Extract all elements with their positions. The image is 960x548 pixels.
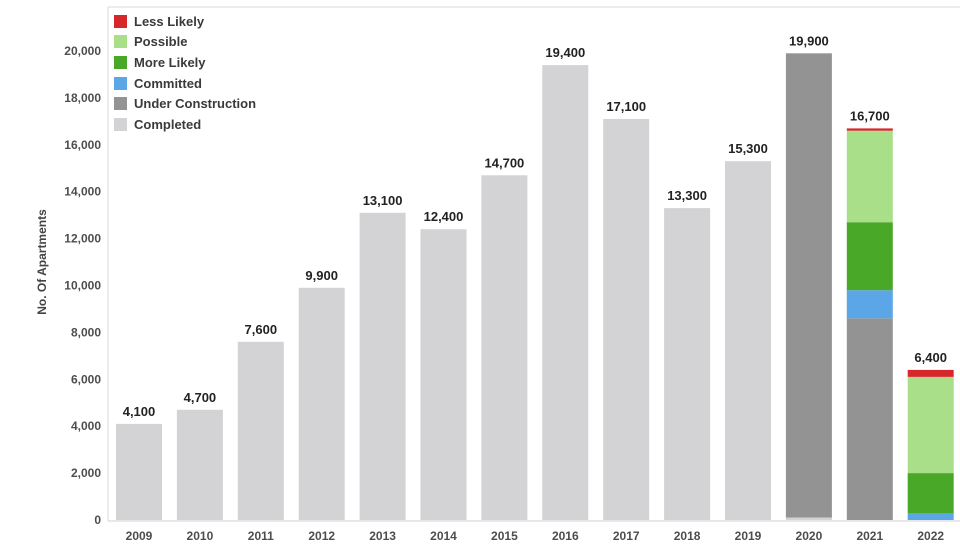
x-category-label: 2009 — [126, 529, 153, 543]
x-category-label: 2018 — [674, 529, 701, 543]
legend-label: More Likely — [134, 54, 206, 70]
legend-label: Less Likely — [134, 13, 205, 29]
bar-segment-more-likely — [846, 222, 893, 291]
x-category-label: 2020 — [796, 529, 823, 543]
total-data-label: 17,100 — [606, 99, 646, 114]
bar-segment-possible — [907, 377, 954, 474]
total-data-label: 13,300 — [667, 188, 707, 203]
x-category-label: 2022 — [917, 529, 944, 543]
bar-segment-completed — [359, 212, 406, 521]
x-category-label: 2021 — [856, 529, 883, 543]
total-labels: 4,100 4,700 7,600 9,900 13,100 12,400 14,700 19… — [123, 33, 947, 419]
bar-segment-completed — [298, 287, 345, 520]
legend-swatch — [114, 97, 127, 111]
bar-segment-completed — [664, 208, 711, 520]
legend-label: Committed — [134, 75, 202, 91]
y-tick-label: 2,000 — [71, 466, 101, 480]
y-tick-label: 10,000 — [64, 279, 101, 293]
y-tick-label: 0 — [94, 513, 101, 527]
legend-item: Possible — [114, 32, 256, 53]
bar-segment-less-likely — [846, 128, 893, 131]
y-tick-label: 8,000 — [71, 325, 101, 339]
x-category-label: 2013 — [369, 529, 396, 543]
total-data-label: 9,900 — [305, 268, 338, 283]
y-tick-label: 18,000 — [64, 91, 101, 105]
x-category-label: 2010 — [187, 529, 214, 543]
total-data-label: 14,700 — [485, 155, 525, 170]
bar-segment-completed — [237, 341, 284, 520]
y-tick-label: 4,000 — [71, 419, 101, 433]
legend-label: Possible — [134, 34, 188, 50]
y-tick-label: 16,000 — [64, 138, 101, 152]
y-tick-label: 12,000 — [64, 232, 101, 246]
total-data-label: 16,700 — [850, 108, 890, 123]
bar-segment-completed — [176, 409, 223, 520]
legend-label: Under Construction — [134, 96, 257, 112]
bars-group — [116, 53, 954, 521]
bar-segment-possible — [846, 130, 893, 223]
total-data-label: 15,300 — [728, 141, 768, 156]
x-category-label: 2012 — [308, 529, 335, 543]
total-data-label: 4,100 — [123, 404, 156, 419]
legend-label: Completed — [134, 116, 202, 132]
y-axis-label: No. Of Apartments — [35, 209, 49, 315]
bar-segment-committed — [846, 290, 893, 319]
x-category-label: 2014 — [430, 529, 457, 543]
bar-segment-committed — [907, 513, 954, 520]
bar-segment-under-construction — [785, 53, 832, 518]
x-category-label: 2019 — [735, 529, 762, 543]
bar-segment-more-likely — [907, 473, 954, 513]
x-category-label: 2015 — [491, 529, 518, 543]
legend-swatch — [114, 55, 127, 69]
bar-segment-less-likely — [907, 369, 954, 377]
total-data-label: 6,400 — [914, 350, 947, 365]
legend-swatch — [114, 35, 127, 49]
x-category-label: 2016 — [552, 529, 579, 543]
bar-segment-completed — [542, 65, 589, 520]
legend-item: Completed — [114, 114, 256, 135]
total-data-label: 12,400 — [424, 209, 464, 224]
x-category-labels: 2009 2010 2011 2012 2013 2014 2015 2016 2017 2018… — [126, 529, 945, 543]
legend-item: Committed — [114, 73, 256, 94]
bar-segment-under-construction — [846, 318, 893, 520]
bar-segment-completed — [481, 175, 528, 521]
y-tick-label: 14,000 — [64, 185, 101, 199]
x-category-label: 2011 — [248, 529, 274, 543]
y-tick-label: 6,000 — [71, 372, 101, 386]
x-category-label: 2017 — [613, 529, 640, 543]
legend-swatch — [114, 14, 127, 28]
chart-legend: Less Likely Possible More Likely Committed U… — [114, 11, 256, 135]
y-tick-labels: 0 2,000 4,000 6,000 8,000 10,000 12,000 14,000 1… — [64, 44, 101, 527]
total-data-label: 13,100 — [363, 193, 403, 208]
legend-swatch — [114, 76, 127, 90]
total-data-label: 4,700 — [184, 390, 217, 405]
legend-item: Less Likely — [114, 11, 256, 32]
bar-segment-completed — [785, 517, 832, 520]
total-data-label: 7,600 — [245, 322, 278, 337]
total-data-label: 19,400 — [545, 45, 585, 60]
legend-item: More Likely — [114, 52, 256, 73]
bar-segment-completed — [116, 423, 162, 520]
y-tick-label: 20,000 — [64, 44, 101, 58]
legend-item: Under Construction — [114, 93, 256, 114]
legend-swatch — [114, 117, 127, 131]
total-data-label: 19,900 — [789, 33, 829, 48]
bar-segment-completed — [420, 229, 467, 520]
bar-segment-completed — [725, 161, 771, 520]
bar-segment-completed — [603, 119, 650, 520]
